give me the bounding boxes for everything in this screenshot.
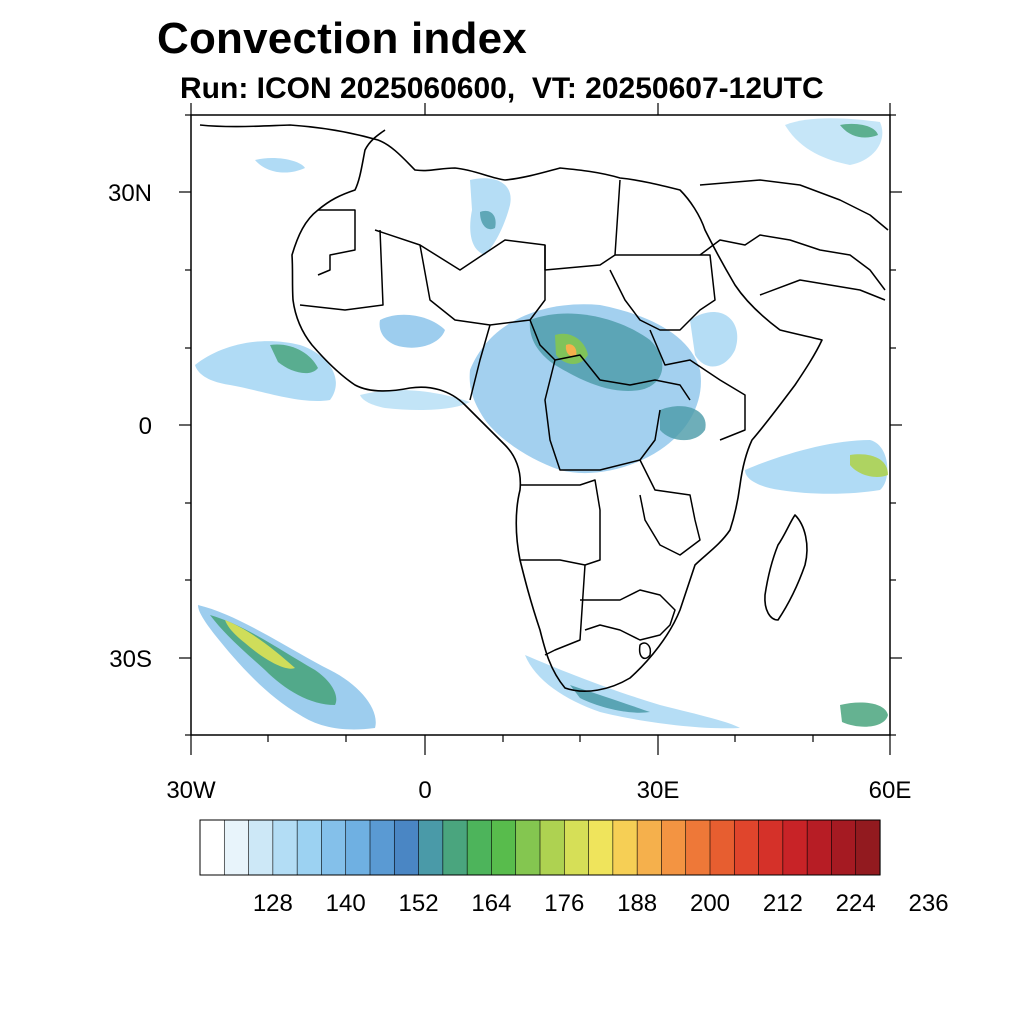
convection-patch-indian-ocean xyxy=(745,440,888,494)
colorbar-cell xyxy=(855,819,881,876)
lon-label-30e: 30E xyxy=(637,777,680,804)
convection-patch-gulf-guinea xyxy=(360,390,470,410)
colorbar-cell xyxy=(418,819,444,876)
border-12 xyxy=(544,564,586,656)
lon-label-30w: 30W xyxy=(166,777,216,804)
convection-field xyxy=(195,118,888,730)
colorbar-cell xyxy=(393,819,420,876)
border-11 xyxy=(639,459,701,556)
colorbar-cell xyxy=(636,819,663,876)
border-6 xyxy=(529,319,691,401)
convection-patch-east-africa xyxy=(690,311,738,367)
convection-patch-west-atlantic-core xyxy=(270,344,318,374)
colorbar xyxy=(199,819,881,876)
colorbar-label: 236 xyxy=(909,890,949,917)
convection-patch-north-africa xyxy=(255,157,305,173)
colorbar-label: 128 xyxy=(253,890,293,917)
convection-patch-central-africa-mid xyxy=(529,313,663,391)
convection-patch-cape-core xyxy=(570,685,650,713)
colorbar-labels: 128 140 152 164 176 188 200 212 224 236 xyxy=(253,890,949,917)
country-borders xyxy=(199,124,889,692)
colorbar-label: 152 xyxy=(399,890,439,917)
colorbar-label: 188 xyxy=(617,890,657,917)
colorbar-label: 224 xyxy=(836,890,876,917)
convection-patch-west-atlantic xyxy=(195,341,336,402)
colorbar-cell xyxy=(588,819,614,876)
convection-patch-sahel-west xyxy=(379,314,445,348)
border-13 xyxy=(580,589,676,641)
border-10 xyxy=(520,479,601,566)
colorbar-cell xyxy=(612,819,638,876)
convection-patch-south-atlantic-core xyxy=(225,620,295,669)
border-7 xyxy=(469,324,491,401)
colorbar-cell xyxy=(199,819,225,876)
border-3 xyxy=(299,229,384,311)
africa-coastline xyxy=(199,124,823,692)
colorbar-label: 212 xyxy=(763,890,803,917)
madagascar xyxy=(764,514,808,621)
lon-label-0: 0 xyxy=(418,777,431,804)
convection-patch-sahel-north-core xyxy=(480,210,496,230)
convection-patch-middle-east xyxy=(785,118,883,165)
convection-patch-lake-victoria xyxy=(660,406,706,441)
chart-title: Convection index xyxy=(157,14,527,63)
colorbar-cell xyxy=(466,819,493,876)
lon-label-60e: 60E xyxy=(869,777,912,804)
colorbar-cell xyxy=(661,819,687,876)
colorbar-cell xyxy=(442,819,468,876)
convection-patch-central-africa-hot xyxy=(565,344,577,357)
convection-patch-indian-ocean-south xyxy=(840,702,888,727)
chart-subtitle: Run: ICON 2025060600, VT: 20250607-12UTC xyxy=(180,72,824,105)
border-16 xyxy=(699,179,889,231)
border-1 xyxy=(317,209,356,276)
colorbar-cell xyxy=(806,819,833,876)
border-9 xyxy=(649,329,746,441)
lat-label-30n: 30N xyxy=(108,180,152,207)
colorbar-cell xyxy=(369,819,395,876)
convection-patch-middle-east-core xyxy=(840,123,878,138)
colorbar-cell xyxy=(248,819,274,876)
axis-ticks xyxy=(179,103,902,755)
colorbar-cell xyxy=(539,819,565,876)
colorbar-cell xyxy=(296,819,323,876)
lat-label-0: 0 xyxy=(139,413,152,440)
colorbar-cell xyxy=(685,819,711,876)
colorbar-label: 176 xyxy=(544,890,584,917)
border-5 xyxy=(609,254,716,331)
colorbar-cell xyxy=(831,819,857,876)
colorbar-cell xyxy=(563,819,590,876)
border-17 xyxy=(759,279,886,301)
colorbar-cell xyxy=(709,819,735,876)
convection-patch-cape xyxy=(525,655,740,729)
colorbar-cell xyxy=(758,819,784,876)
colorbar-cell xyxy=(321,819,347,876)
colorbar-cell xyxy=(782,819,808,876)
border-8 xyxy=(544,359,661,471)
colorbar-label: 140 xyxy=(326,890,366,917)
convection-patch-indian-ocean-core xyxy=(850,454,888,477)
colorbar-label: 200 xyxy=(690,890,730,917)
colorbar-cell xyxy=(223,819,250,876)
colorbar-cell xyxy=(515,819,541,876)
colorbar-label: 164 xyxy=(471,890,511,917)
border-15 xyxy=(699,234,886,291)
colorbar-cell xyxy=(491,819,517,876)
lat-label-30s: 30S xyxy=(109,646,152,673)
colorbar-cell xyxy=(345,819,371,876)
border-14 xyxy=(638,642,652,660)
colorbar-cell xyxy=(272,819,298,876)
colorbar-cell xyxy=(733,819,760,876)
colorbar-outline xyxy=(199,819,881,876)
